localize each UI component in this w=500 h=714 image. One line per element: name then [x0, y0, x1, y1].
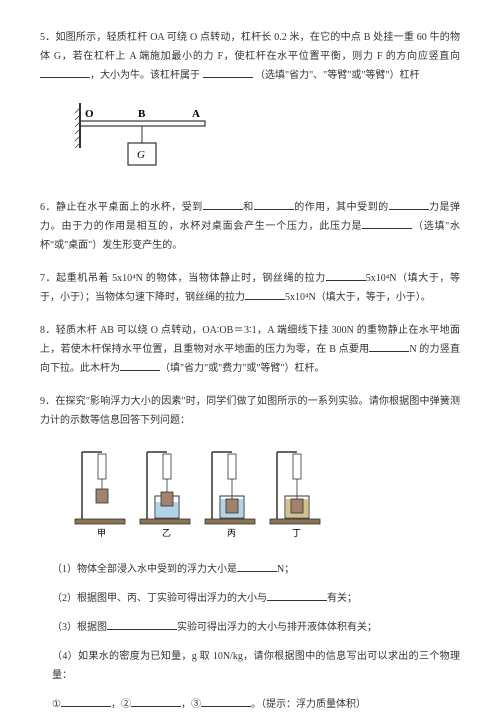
blank: [203, 198, 243, 210]
setup-b: 乙: [140, 452, 190, 538]
q8-text: 8．轻质木杆 AB 可以绕 O 点转动，OA∶OB＝3∶1，A 端细线下挂 30…: [40, 321, 460, 378]
svg-text:丁: 丁: [292, 528, 301, 538]
blank: [362, 217, 412, 229]
q6-p1: 6．静止在水平桌面上的水杯，受到: [40, 202, 203, 213]
blank: [267, 589, 327, 601]
svg-text:丙: 丙: [227, 528, 236, 538]
q9-sub3: （3）根据图 实验可得出浮力的大小与排开液体体积有关；: [52, 618, 460, 637]
q9-s3-text: （3）根据图: [52, 622, 107, 633]
experiment-diagram: 甲 乙 丙: [70, 444, 460, 546]
q8-p3: （填"省力"或"费力"或"等臂"）杠杆。: [160, 363, 325, 374]
q9-s2-end: 有关；: [327, 593, 357, 604]
q9-sub4-blanks: ① ，② ，③ 。（提示：浮力质量体积）: [52, 695, 460, 714]
q9-text: 9．在探究"影响浮力大小的因素"时，同学们做了如图所示的一系列实验。请你根据图中…: [40, 392, 460, 430]
label-O: O: [85, 108, 94, 120]
blank: [201, 695, 251, 707]
blank: [203, 66, 253, 78]
q7-p1: 7．起重机吊着 5x10⁴N 的物体，当物体静止时，钢丝绳的拉力: [40, 273, 326, 284]
q5-part1: 5．如图所示，轻质杠杆 OA 可绕 O 点转动，杠杆长 0.2 米，在它的中点 …: [40, 32, 460, 62]
q5-part3: （选填"省力"、"等臂"或"等臂"）杠杆: [255, 70, 420, 81]
q7-p3: 5x10⁴N（填大于，等于，小于）。: [285, 292, 431, 303]
question-5: 5．如图所示，轻质杠杆 OA 可绕 O 点转动，杠杆长 0.2 米，在它的中点 …: [40, 28, 460, 85]
q9-sub1: （1）物体全部浸入水中受到的浮力大小是 N；: [52, 560, 460, 579]
question-7: 7．起重机吊着 5x10⁴N 的物体，当物体静止时，钢丝绳的拉力 5x10⁴N（填…: [40, 269, 460, 307]
blank: [369, 340, 409, 352]
blank: [120, 359, 160, 371]
label-B: B: [138, 108, 146, 120]
q9-sub4: （4）如果水的密度为已知量，g 取 10N/kg，请你根据图中的信息写出可以求出…: [52, 647, 460, 685]
setup-d: 丁: [270, 452, 320, 538]
label-G: G: [137, 149, 145, 161]
svg-text:乙: 乙: [162, 528, 171, 538]
question-8: 8．轻质木杆 AB 可以绕 O 点转动，OA∶OB＝3∶1，A 端细线下挂 30…: [40, 321, 460, 378]
question-9: 9．在探究"影响浮力大小的因素"时，同学们做了如图所示的一系列实验。请你根据图中…: [40, 392, 460, 714]
blank: [389, 198, 429, 210]
q7-text: 7．起重机吊着 5x10⁴N 的物体，当物体静止时，钢丝绳的拉力 5x10⁴N（填…: [40, 269, 460, 307]
lever-diagram: O B A G: [70, 103, 460, 180]
q9-s4-1: ①: [52, 699, 61, 710]
setup-c: 丙: [205, 452, 255, 538]
blank: [61, 695, 111, 707]
blank: [245, 288, 285, 300]
q9-s2-text: （2）根据图甲、丙、丁实验可得出浮力的大小与: [52, 593, 267, 604]
label-A: A: [192, 108, 200, 120]
q9-s1-unit: N；: [277, 564, 294, 575]
q9-s4-2: ，②: [111, 699, 131, 710]
q9-s4-text: （4）如果水的密度为已知量，g 取 10N/kg，请你根据图中的信息写出可以求出…: [52, 651, 460, 681]
blank: [107, 618, 177, 630]
blank: [326, 269, 366, 281]
q6-p2: 和: [243, 202, 254, 213]
q5-text: 5．如图所示，轻质杠杆 OA 可绕 O 点转动，杠杆长 0.2 米，在它的中点 …: [40, 28, 460, 85]
q9-s4-3: ，③: [181, 699, 201, 710]
q9-s1-text: （1）物体全部浸入水中受到的浮力大小是: [52, 564, 237, 575]
blank: [131, 695, 181, 707]
setup-a: 甲: [75, 452, 125, 538]
blank: [254, 198, 294, 210]
q6-p3: 的作用，其中受到的: [294, 202, 389, 213]
svg-text:甲: 甲: [97, 528, 106, 538]
q9-s4-end: 。（提示：浮力质量体积）: [251, 699, 366, 710]
q9-s3-mid: 实验可得出浮力的大小与排开液体体积有关；: [177, 622, 377, 633]
blank: [237, 560, 277, 572]
q9-sub2: （2）根据图甲、丙、丁实验可得出浮力的大小与 有关；: [52, 589, 460, 608]
q5-part2: ，大小为牛。该杠杆属于: [90, 70, 200, 81]
question-6: 6．静止在水平桌面上的水杯，受到和的作用，其中受到的力是弹力。由于力的作用是相互…: [40, 198, 460, 255]
q6-text: 6．静止在水平桌面上的水杯，受到和的作用，其中受到的力是弹力。由于力的作用是相互…: [40, 198, 460, 255]
blank: [40, 66, 90, 78]
